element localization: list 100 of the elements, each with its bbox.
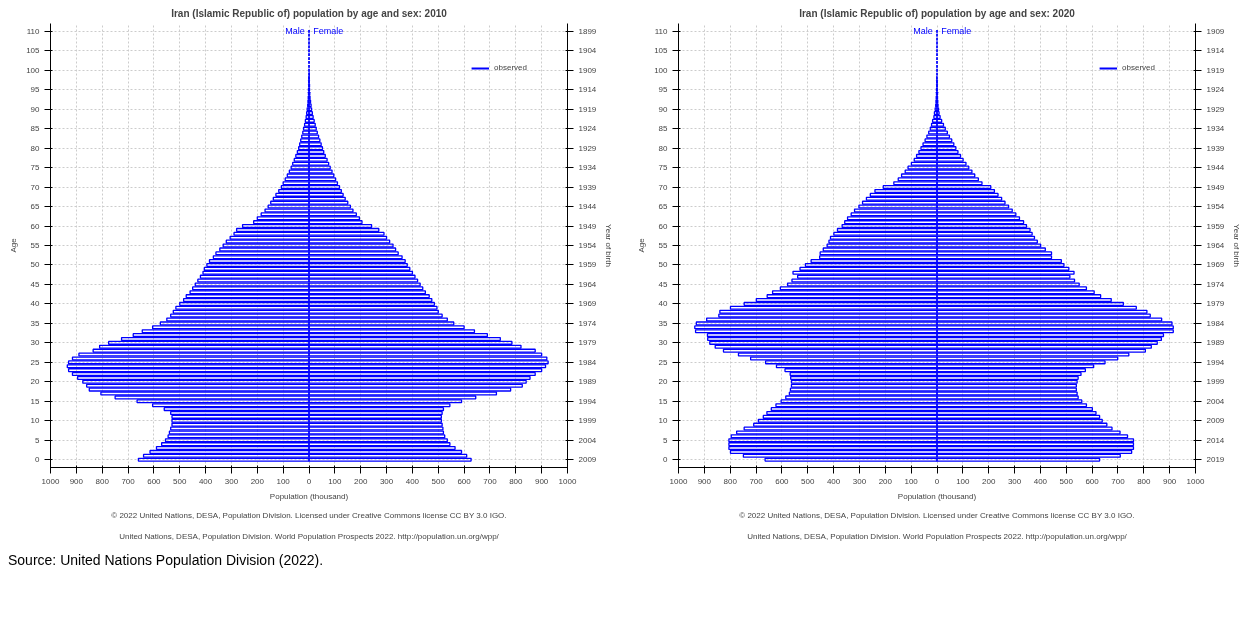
x-tick-label: 700 <box>121 476 136 486</box>
y-tick-label: 95 <box>30 85 41 95</box>
x-tick-label: 900 <box>534 476 549 486</box>
y2-tick-label: 2009 <box>1206 416 1225 426</box>
x-tick-label: 1000 <box>1186 476 1205 486</box>
bar <box>308 114 314 120</box>
y2-tick-label: 1949 <box>1206 182 1225 192</box>
x-tick-label: 0 <box>306 476 312 486</box>
y2-tick-label: 1904 <box>578 46 597 56</box>
y-tick-label: 0 <box>663 455 669 465</box>
y2-tick-label: 1959 <box>1206 221 1225 231</box>
y-tick-label: 0 <box>35 455 41 465</box>
y2-tick-label: 1914 <box>578 85 597 95</box>
y-tick-label: 10 <box>30 416 41 426</box>
x-tick-label: 300 <box>852 476 867 486</box>
y2-tick-label: 1999 <box>578 416 597 426</box>
y2-tick-label: 1959 <box>578 260 597 270</box>
y2-tick-label: 1939 <box>1206 143 1225 153</box>
y2-tick-label: 1994 <box>578 396 597 406</box>
x-tick-label: 900 <box>697 476 712 486</box>
y-tick-label: 105 <box>26 46 41 56</box>
y-tick-label: 90 <box>658 104 669 114</box>
y2-tick-label: 1964 <box>1206 241 1225 250</box>
y-tick-label: 105 <box>654 46 669 56</box>
y2-tick-label: 2019 <box>1206 455 1225 465</box>
y-tick-label: 75 <box>658 163 669 173</box>
text: © 2022 United Nations, DESA, Population Division. Licensed under Creative Commons license CC BY 3.0 IGO. <box>111 510 507 520</box>
x-tick-label: 1000 <box>41 476 60 486</box>
x-tick-label: 100 <box>904 476 919 486</box>
y-tick-label: 70 <box>30 182 41 192</box>
y2-tick-label: 1899 <box>578 26 597 36</box>
y2-tick-label: 1919 <box>1206 65 1225 75</box>
y2-tick-label: 1924 <box>578 124 597 134</box>
y-tick-label: 40 <box>658 299 669 309</box>
y-tick-label: 55 <box>658 241 669 250</box>
y-tick-label: 35 <box>658 318 669 328</box>
x-tick-label: 100 <box>276 476 291 486</box>
x-tick-label: 700 <box>1111 476 1126 486</box>
x-tick-label: 1000 <box>669 476 688 486</box>
y-tick-label: 75 <box>30 163 41 173</box>
y-axis-title: Age <box>637 237 647 253</box>
chart-title: Iran (Islamic Republic of) population by age and sex: 2020 <box>799 7 1076 19</box>
y2-tick-label: 1974 <box>1206 279 1225 289</box>
x-tick-label: 700 <box>749 476 764 486</box>
y-tick-label: 90 <box>30 104 41 114</box>
x-tick-label: 400 <box>198 476 213 486</box>
x-tick-label: 600 <box>775 476 790 486</box>
x-tick-label: 600 <box>147 476 162 486</box>
y-tick-label: 80 <box>658 143 669 153</box>
source-note: Source: United Nations Population Division (2022). <box>8 551 324 570</box>
y2-tick-label: 1969 <box>578 299 597 309</box>
y-tick-label: 70 <box>658 182 669 192</box>
x-tick-label: 900 <box>1162 476 1177 486</box>
x-tick-label: 400 <box>1033 476 1048 486</box>
y-tick-label: 30 <box>30 338 41 348</box>
bar <box>308 111 314 116</box>
x-tick-label: 500 <box>173 476 187 486</box>
y2-tick-label: 1934 <box>578 163 597 173</box>
x-tick-label: 900 <box>69 476 84 486</box>
x-tick-label: 200 <box>982 476 996 486</box>
text: © 2022 United Nations, DESA, Population Division. Licensed under Creative Commons license CC BY 3.0 IGO. <box>739 510 1135 520</box>
y2-tick-label: 2009 <box>578 455 597 465</box>
x-tick-label: 1000 <box>558 476 577 486</box>
x-tick-label: 800 <box>1137 476 1152 486</box>
y-tick-label: 20 <box>658 377 669 387</box>
x-tick-label: 0 <box>934 476 940 486</box>
y2-tick-label: 2004 <box>1206 396 1225 406</box>
y2-tick-label: 2004 <box>578 435 597 445</box>
y2-tick-label: 1964 <box>578 279 597 289</box>
x-tick-label: 500 <box>431 476 446 486</box>
y-tick-label: 15 <box>30 396 41 406</box>
y2-tick-label: 1994 <box>1206 357 1225 367</box>
x-tick-label: 300 <box>224 476 239 486</box>
annotation: observed <box>1122 63 1155 72</box>
y2-tick-label: 1989 <box>578 377 597 387</box>
y2-tick-label: 1984 <box>1206 318 1225 328</box>
text: United Nations, DESA, Population Division. World Population Prospects 2022. http://population.un.org/wpp/ <box>747 531 1128 541</box>
text: Female <box>941 26 972 37</box>
y2-tick-label: 1939 <box>578 182 597 192</box>
series-label: Male <box>285 26 305 37</box>
text: United Nations, DESA, Population Division. World Population Prospects 2022. http://population.un.org/wpp/ <box>119 531 500 541</box>
y2-tick-label: 1929 <box>1206 104 1225 114</box>
y-tick-label: 45 <box>658 279 669 289</box>
y2-axis-title: Year of birth <box>1232 224 1242 267</box>
x-axis-title: Population (thousand) <box>897 491 977 501</box>
y2-tick-label: 1969 <box>1206 260 1225 270</box>
y-tick-label: 5 <box>35 435 41 445</box>
x-tick-label: 200 <box>878 476 893 486</box>
y-tick-label: 35 <box>30 318 41 328</box>
x-tick-label: 800 <box>723 476 738 486</box>
x-tick-label: 300 <box>379 476 394 486</box>
y-tick-label: 40 <box>30 299 41 309</box>
y2-tick-label: 1979 <box>1206 299 1225 309</box>
y2-tick-label: 1919 <box>578 104 597 114</box>
x-tick-label: 200 <box>250 476 265 486</box>
y2-tick-label: 1944 <box>578 202 597 212</box>
y2-tick-label: 1999 <box>1206 377 1225 387</box>
text: Female <box>313 26 344 37</box>
y-tick-label: 5 <box>663 435 669 445</box>
bar <box>308 122 316 127</box>
